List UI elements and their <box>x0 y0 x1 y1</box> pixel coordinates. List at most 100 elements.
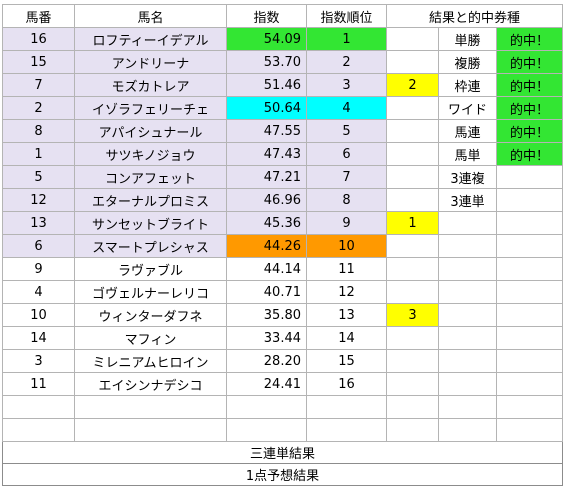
cell-result[interactable]: 1 <box>386 211 439 235</box>
cell-juni[interactable]: 6 <box>306 142 387 166</box>
cell-umaban[interactable]: 12 <box>2 188 75 212</box>
cell-result[interactable]: 3 <box>386 303 439 327</box>
cell-juni[interactable]: 3 <box>306 73 387 97</box>
cell-bamei[interactable]: イゾラフェリーチェ <box>74 96 227 120</box>
cell-bamei[interactable]: サツキノジョウ <box>74 142 227 166</box>
cell-bamei[interactable]: ロフティーイデアル <box>74 27 227 51</box>
header-shisu[interactable]: 指数 <box>226 4 307 28</box>
cell-ticket[interactable]: 3連複 <box>438 165 497 189</box>
cell-hit[interactable]: 的中！ <box>496 119 563 143</box>
one-point-prediction-label[interactable]: 1点予想結果 <box>2 463 563 486</box>
cell-bamei[interactable]: モズカトレア <box>74 73 227 97</box>
cell-ticket[interactable]: 枠連 <box>438 73 497 97</box>
cell-result[interactable] <box>386 372 439 396</box>
empty-cell[interactable] <box>2 418 75 442</box>
cell-ticket[interactable] <box>438 349 497 373</box>
cell-ticket[interactable] <box>438 280 497 304</box>
cell-bamei[interactable]: コンアフェット <box>74 165 227 189</box>
empty-cell[interactable] <box>386 395 439 419</box>
cell-hit[interactable]: 的中！ <box>496 96 563 120</box>
cell-umaban[interactable]: 6 <box>2 234 75 258</box>
cell-shisu[interactable]: 45.36 <box>226 211 307 235</box>
cell-juni[interactable]: 15 <box>306 349 387 373</box>
cell-umaban[interactable]: 14 <box>2 326 75 350</box>
cell-result[interactable] <box>386 165 439 189</box>
cell-shisu[interactable]: 51.46 <box>226 73 307 97</box>
cell-shisu[interactable]: 50.64 <box>226 96 307 120</box>
cell-juni[interactable]: 11 <box>306 257 387 281</box>
cell-ticket[interactable]: ワイド <box>438 96 497 120</box>
sanrentan-result-label[interactable]: 三連単結果 <box>2 441 563 464</box>
cell-result[interactable] <box>386 119 439 143</box>
empty-cell[interactable] <box>496 395 563 419</box>
cell-juni[interactable]: 8 <box>306 188 387 212</box>
cell-juni[interactable]: 12 <box>306 280 387 304</box>
cell-result[interactable] <box>386 50 439 74</box>
cell-shisu[interactable]: 35.80 <box>226 303 307 327</box>
cell-result[interactable] <box>386 280 439 304</box>
cell-umaban[interactable]: 11 <box>2 372 75 396</box>
empty-cell[interactable] <box>74 418 227 442</box>
empty-cell[interactable] <box>226 418 307 442</box>
cell-ticket[interactable] <box>438 257 497 281</box>
cell-ticket[interactable] <box>438 303 497 327</box>
cell-shisu[interactable]: 47.55 <box>226 119 307 143</box>
cell-umaban[interactable]: 4 <box>2 280 75 304</box>
header-umaban[interactable]: 馬番 <box>2 4 75 28</box>
cell-juni[interactable]: 14 <box>306 326 387 350</box>
cell-result[interactable]: 2 <box>386 73 439 97</box>
cell-shisu[interactable]: 44.26 <box>226 234 307 258</box>
empty-cell[interactable] <box>496 418 563 442</box>
cell-result[interactable] <box>386 96 439 120</box>
cell-shisu[interactable]: 33.44 <box>226 326 307 350</box>
cell-ticket[interactable] <box>438 372 497 396</box>
cell-ticket[interactable] <box>438 326 497 350</box>
cell-shisu[interactable]: 24.41 <box>226 372 307 396</box>
cell-shisu[interactable]: 47.21 <box>226 165 307 189</box>
cell-result[interactable] <box>386 257 439 281</box>
cell-juni[interactable]: 9 <box>306 211 387 235</box>
cell-result[interactable] <box>386 234 439 258</box>
cell-hit[interactable] <box>496 234 563 258</box>
cell-ticket[interactable]: 3連単 <box>438 188 497 212</box>
cell-hit[interactable] <box>496 188 563 212</box>
cell-hit[interactable] <box>496 280 563 304</box>
cell-result[interactable] <box>386 142 439 166</box>
cell-juni[interactable]: 4 <box>306 96 387 120</box>
cell-result[interactable] <box>386 188 439 212</box>
cell-ticket[interactable] <box>438 211 497 235</box>
cell-umaban[interactable]: 10 <box>2 303 75 327</box>
cell-bamei[interactable]: サンセットブライト <box>74 211 227 235</box>
cell-bamei[interactable]: マフィン <box>74 326 227 350</box>
cell-hit[interactable]: 的中！ <box>496 73 563 97</box>
cell-juni[interactable]: 16 <box>306 372 387 396</box>
cell-shisu[interactable]: 28.20 <box>226 349 307 373</box>
empty-cell[interactable] <box>386 418 439 442</box>
cell-umaban[interactable]: 7 <box>2 73 75 97</box>
cell-hit[interactable] <box>496 211 563 235</box>
empty-cell[interactable] <box>306 418 387 442</box>
cell-ticket[interactable]: 馬連 <box>438 119 497 143</box>
cell-shisu[interactable]: 46.96 <box>226 188 307 212</box>
cell-shisu[interactable]: 53.70 <box>226 50 307 74</box>
cell-juni[interactable]: 13 <box>306 303 387 327</box>
cell-bamei[interactable]: アパイシュナール <box>74 119 227 143</box>
cell-hit[interactable] <box>496 372 563 396</box>
cell-hit[interactable] <box>496 349 563 373</box>
cell-result[interactable] <box>386 27 439 51</box>
cell-umaban[interactable]: 1 <box>2 142 75 166</box>
empty-cell[interactable] <box>438 395 497 419</box>
header-juni[interactable]: 指数順位 <box>306 4 387 28</box>
cell-juni[interactable]: 5 <box>306 119 387 143</box>
cell-umaban[interactable]: 15 <box>2 50 75 74</box>
header-kekka[interactable]: 結果と的中券種 <box>386 4 563 28</box>
cell-hit[interactable] <box>496 257 563 281</box>
cell-umaban[interactable]: 9 <box>2 257 75 281</box>
cell-juni[interactable]: 1 <box>306 27 387 51</box>
cell-umaban[interactable]: 2 <box>2 96 75 120</box>
cell-bamei[interactable]: アンドリーナ <box>74 50 227 74</box>
empty-cell[interactable] <box>2 395 75 419</box>
cell-umaban[interactable]: 16 <box>2 27 75 51</box>
cell-result[interactable] <box>386 349 439 373</box>
cell-bamei[interactable]: ゴヴェルナーレリコ <box>74 280 227 304</box>
